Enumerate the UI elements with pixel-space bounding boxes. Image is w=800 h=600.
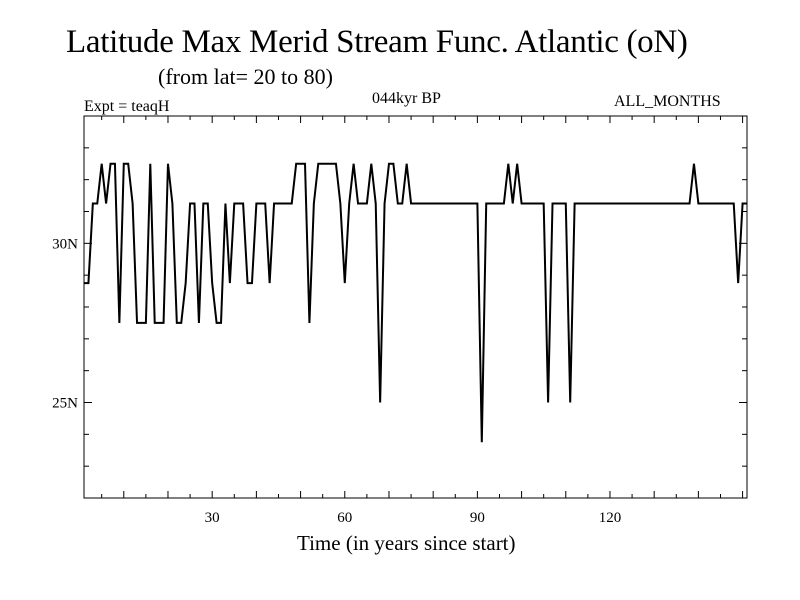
x-tick-label: 30 <box>205 510 220 526</box>
season-label: ALL_MONTHS <box>614 93 721 110</box>
y-tick-label: 30N <box>52 236 78 252</box>
experiment-label: Expt = teaqH <box>84 98 170 115</box>
period-label: 044kyr BP <box>372 90 441 107</box>
chart-title: Latitude Max Merid Stream Func. Atlantic… <box>66 24 688 60</box>
series-line <box>84 162 747 443</box>
chart-subtitle: (from lat= 20 to 80) <box>158 64 333 89</box>
x-tick-label: 60 <box>337 510 352 526</box>
x-axis-label: Time (in years since start) <box>297 531 516 555</box>
y-tick-label: 25N <box>52 396 78 412</box>
x-tick-label: 90 <box>470 510 485 526</box>
x-tick-label: 120 <box>599 510 622 526</box>
